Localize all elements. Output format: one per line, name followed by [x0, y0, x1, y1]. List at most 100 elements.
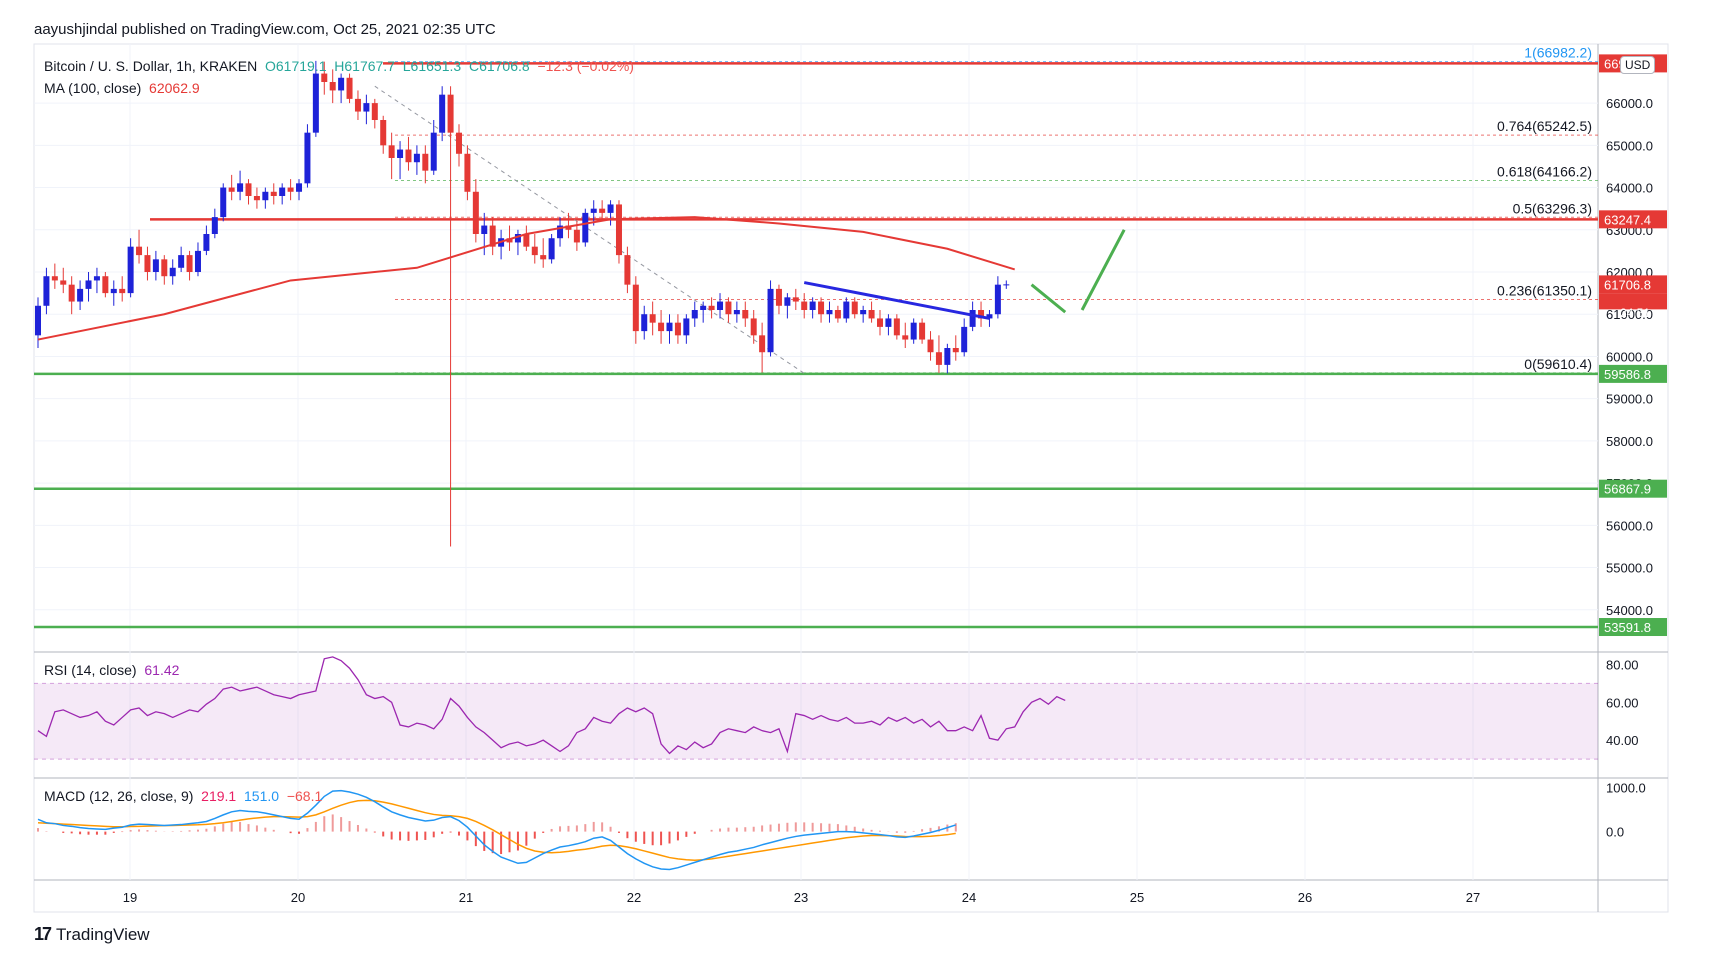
rsi-legend[interactable]: RSI (14, close) 61.42: [44, 662, 179, 678]
ma-legend[interactable]: MA (100, close) 62062.9: [44, 80, 200, 96]
candle-body: [700, 305, 707, 310]
low-value: L61651.3: [402, 58, 462, 74]
histogram-value: −68.1: [286, 788, 323, 804]
candle-body: [540, 255, 547, 260]
moving-average-line: [37, 216, 1016, 341]
candle-body: [733, 310, 740, 315]
high-value: H61767.7: [334, 58, 395, 74]
signal-value: 151.0: [244, 788, 280, 804]
candle-body: [775, 288, 782, 306]
macd-tick-label: 0.0: [1606, 825, 1624, 840]
y-tick-label: 56000.0: [1606, 518, 1653, 533]
bar-countdown: 24:51: [1620, 306, 1651, 320]
candle-body: [296, 183, 303, 192]
candle-body: [380, 120, 387, 146]
price-axis-tag-label: 61706.8: [1604, 277, 1651, 292]
candle-body: [472, 191, 479, 234]
rsi-tick-label: 80.00: [1606, 657, 1639, 672]
tradingview-logo[interactable]: 17 TradingView: [34, 924, 150, 945]
candle-body: [245, 183, 252, 196]
candle-body: [447, 94, 454, 133]
candle-body: [792, 297, 799, 302]
price-axis-tag-label: 63247.4: [1604, 212, 1651, 227]
candle-body: [978, 310, 985, 319]
candle-body: [944, 348, 951, 365]
candle-body: [877, 318, 883, 327]
candle-body: [885, 318, 892, 327]
candle-body: [641, 314, 648, 332]
price-axis-tag: [1599, 210, 1667, 229]
candle-body: [969, 310, 976, 327]
rsi-band: [34, 683, 1598, 760]
candle-body: [851, 301, 858, 315]
rsi-value: 61.42: [144, 662, 180, 678]
candle-body: [868, 310, 875, 319]
candle-body: [422, 153, 429, 171]
y-tick-label: 58000.0: [1606, 434, 1653, 449]
candle-body: [102, 276, 109, 294]
macd-value: 219.1: [201, 788, 237, 804]
x-tick-label: 20: [291, 890, 305, 905]
candle-body: [826, 310, 833, 315]
candle-body: [413, 153, 420, 163]
rsi-line: [37, 656, 1066, 755]
rsi-tick-label: 40.00: [1606, 733, 1639, 748]
candle-body: [818, 301, 825, 315]
candle-body: [725, 301, 732, 315]
y-tick-label: 66000.0: [1606, 96, 1653, 111]
candle-body: [228, 187, 235, 192]
candle-body: [860, 310, 867, 315]
x-tick-label: 27: [1466, 890, 1480, 905]
candle-body: [186, 255, 193, 272]
macd-line: [37, 789, 957, 871]
y-tick-label: 54000.0: [1606, 603, 1653, 618]
ma-value: 62062.9: [149, 80, 200, 96]
candle-body: [910, 322, 917, 340]
candle-body: [750, 318, 757, 336]
candle-body: [329, 82, 336, 91]
candle-body: [354, 98, 361, 112]
candle-body: [51, 276, 58, 281]
candle-body: [144, 255, 151, 272]
candle-body: [338, 77, 345, 91]
candle-body: [523, 234, 530, 247]
candle-body: [110, 288, 117, 294]
candle-body: [119, 288, 126, 294]
candle-body: [548, 238, 555, 260]
candle-body: [43, 276, 50, 306]
candle-body: [127, 246, 134, 294]
candle-body: [1003, 284, 1010, 286]
price-axis-tag-label: 56867.9: [1604, 482, 1651, 497]
price-axis-tag-label: 59586.8: [1604, 367, 1651, 382]
x-tick-label: 22: [627, 890, 641, 905]
macd-legend[interactable]: MACD (12, 26, close, 9) 219.1 151.0 −68.…: [44, 788, 322, 804]
candle-body: [565, 225, 572, 230]
candle-body: [514, 234, 521, 243]
symbol-legend[interactable]: Bitcoin / U. S. Dollar, 1h, KRAKEN O6171…: [44, 58, 634, 74]
candle-body: [152, 259, 159, 272]
candle-body: [615, 204, 622, 256]
currency-button[interactable]: USD: [1620, 56, 1656, 74]
candle-body: [708, 305, 715, 310]
symbol-name: Bitcoin / U. S. Dollar, 1h, KRAKEN: [44, 58, 258, 74]
y-tick-label: 59000.0: [1606, 392, 1653, 407]
price-axis-tag: [1599, 275, 1667, 294]
candle-body: [607, 204, 614, 213]
falling-trendline: [374, 85, 805, 374]
candle-body: [961, 326, 968, 353]
candle-body: [506, 238, 513, 243]
close-value: C61706.8: [468, 58, 530, 74]
candle-body: [952, 348, 959, 353]
fib-level-label: 0.236(61350.1): [1497, 282, 1592, 298]
candle-body: [767, 288, 774, 353]
candle-body: [211, 217, 218, 234]
candle-body: [919, 322, 926, 340]
attribution-text: aayushjindal published on TradingView.co…: [34, 21, 496, 38]
candle-body: [489, 225, 496, 247]
candle-body: [287, 187, 294, 192]
candle-body: [346, 77, 353, 99]
candle-body: [161, 259, 168, 277]
logo-text: TradingView: [56, 924, 150, 944]
change-value: −12.3 (−0.02%): [537, 58, 634, 74]
